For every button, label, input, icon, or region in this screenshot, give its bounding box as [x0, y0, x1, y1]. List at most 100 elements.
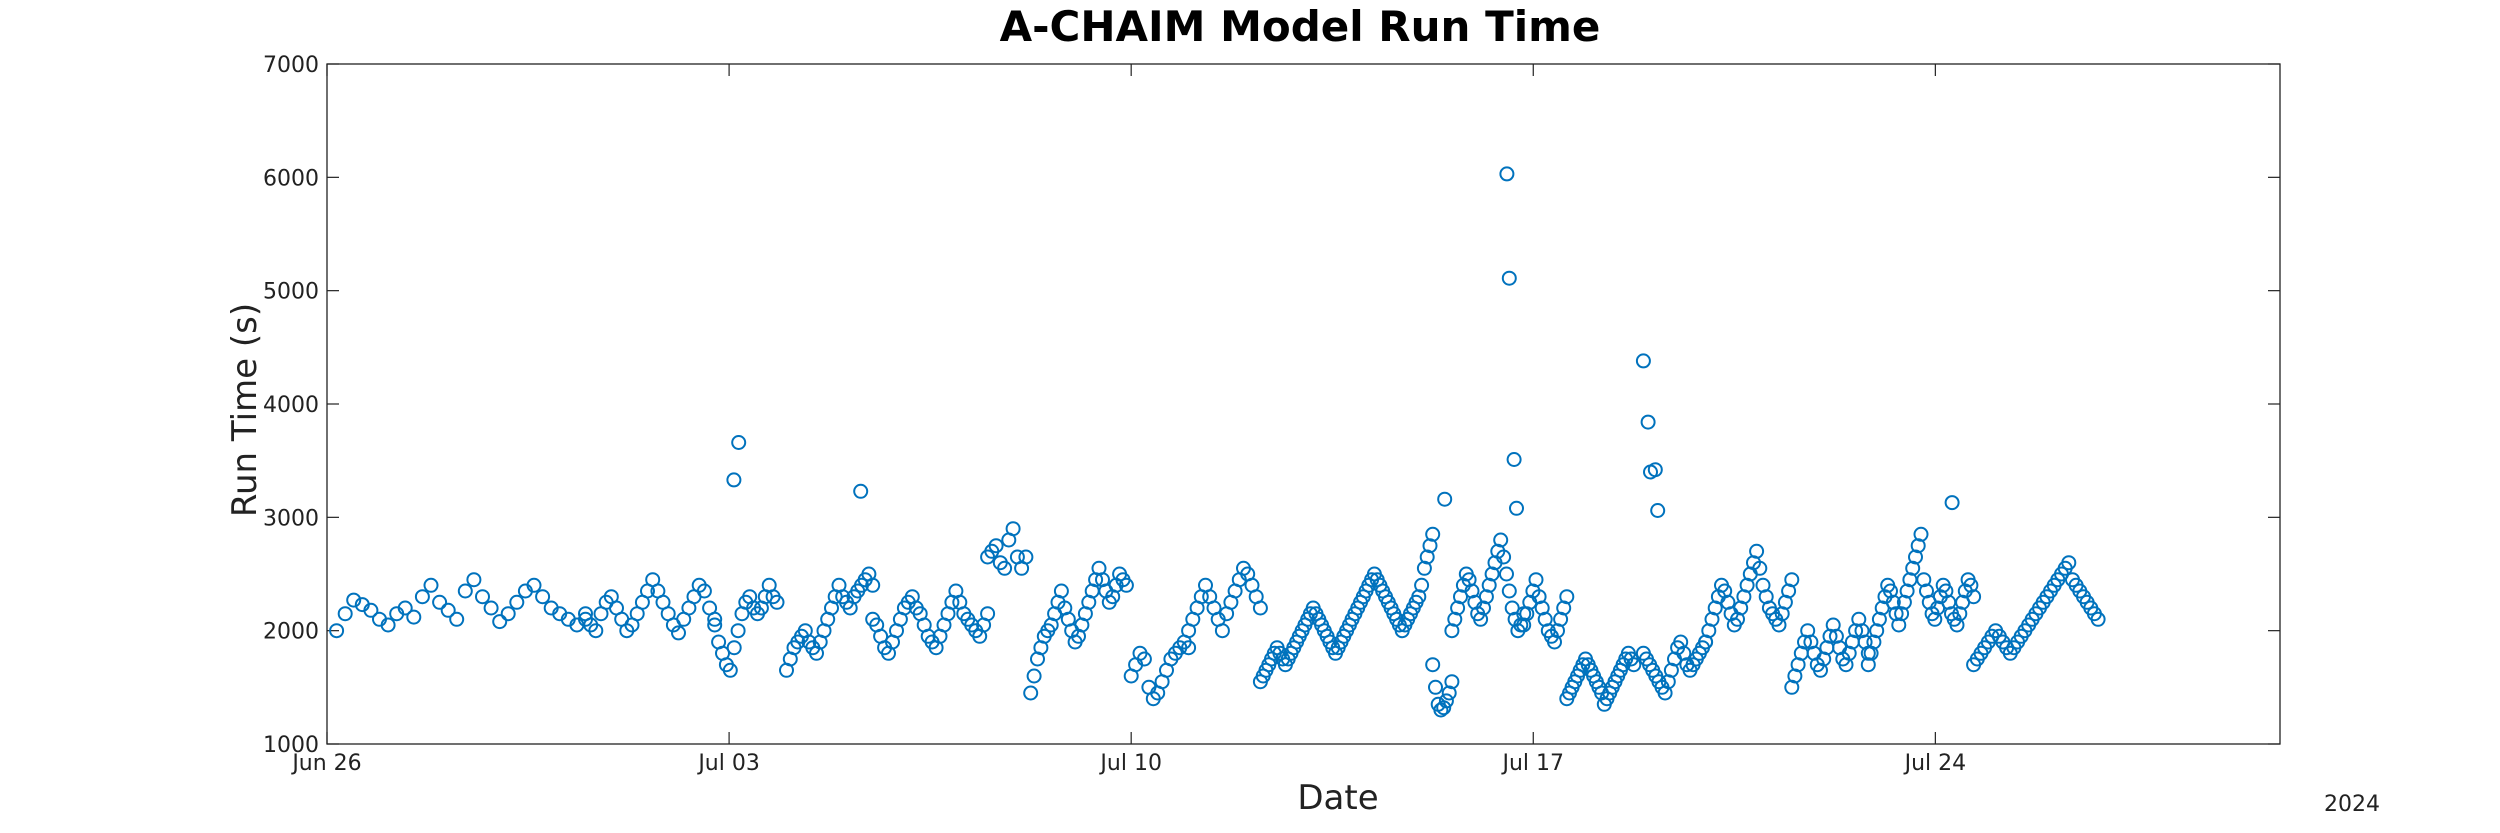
- data-point: [1944, 495, 1960, 511]
- data-point: [853, 483, 869, 499]
- data-point: [2090, 611, 2106, 627]
- data-point: [865, 577, 881, 593]
- x-axis: Jun 26 Jul 03 Jul 10 Jul 17 Jul 24: [290, 64, 1966, 776]
- data-point: [731, 435, 747, 450]
- data-point: [1214, 623, 1230, 639]
- data-point: [1499, 166, 1515, 182]
- data-point: [337, 606, 353, 622]
- data-point: [397, 600, 413, 616]
- data-point: [1916, 572, 1932, 588]
- data-point: [363, 602, 379, 618]
- data-point: [1528, 572, 1544, 588]
- data-point: [730, 623, 746, 639]
- data-point: [1501, 270, 1517, 286]
- data-point: [1438, 693, 1454, 709]
- x-tick-label: Jul 24: [1903, 751, 1967, 776]
- data-point: [449, 611, 465, 627]
- data-point: [509, 594, 525, 610]
- data-point: [1559, 589, 1575, 605]
- data-point: [707, 611, 723, 627]
- data-point: [1913, 526, 1929, 542]
- data-point: [1026, 668, 1042, 684]
- data-point: [1414, 577, 1430, 593]
- data-point: [588, 623, 604, 639]
- data-point: [671, 625, 686, 641]
- data-point: [726, 472, 742, 488]
- y-axis: 1000 2000 3000 4000 5000 6000 7000: [263, 53, 2280, 758]
- x-axis-label: Date: [1297, 778, 1379, 818]
- data-point: [1496, 549, 1512, 565]
- x-tick-label: Jul 03: [696, 751, 760, 776]
- data-point: [1118, 577, 1134, 593]
- y-tick-label: 4000: [263, 393, 319, 418]
- data-point: [1888, 606, 1904, 622]
- data-point: [1509, 500, 1524, 516]
- data-point: [722, 662, 738, 678]
- y-tick-label: 6000: [263, 166, 319, 191]
- data-point: [492, 614, 508, 630]
- data-point: [1053, 583, 1069, 599]
- chart-title: A-CHAIM Model Run Time: [999, 2, 1601, 51]
- data-point: [1752, 560, 1768, 576]
- data-point: [1425, 526, 1441, 542]
- data-point: [329, 623, 345, 639]
- data-point: [1436, 700, 1452, 716]
- data-point: [1493, 532, 1509, 548]
- y-tick-label: 7000: [263, 53, 319, 78]
- data-point: [1252, 600, 1268, 616]
- data-point: [1784, 572, 1800, 588]
- data-point: [696, 583, 712, 599]
- x-tick-label: Jul 17: [1500, 751, 1564, 776]
- data-point: [466, 572, 482, 588]
- data-point: [1647, 462, 1663, 478]
- data-point: [526, 577, 542, 593]
- data-point: [1444, 674, 1460, 690]
- data-point: [1966, 589, 1982, 605]
- data-point: [1896, 594, 1912, 610]
- y-tick-label: 3000: [263, 506, 319, 531]
- data-point: [406, 609, 422, 625]
- data-point: [483, 600, 499, 616]
- data-point: [1425, 657, 1441, 673]
- data-point: [414, 589, 430, 605]
- data-point: [475, 589, 490, 605]
- data-point: [1506, 452, 1522, 467]
- data-point: [1437, 491, 1453, 507]
- data-point: [997, 560, 1013, 576]
- data-point: [707, 617, 723, 633]
- y-tick-label: 1000: [263, 733, 319, 758]
- y-tick-label: 5000: [263, 280, 319, 305]
- x-axis-year-label: 2024: [2324, 792, 2380, 817]
- data-point: [988, 538, 1004, 554]
- data-point: [1749, 543, 1765, 559]
- data-point: [1501, 583, 1517, 599]
- data-point: [1023, 685, 1039, 701]
- data-point: [1181, 640, 1197, 656]
- data-point: [2061, 555, 2077, 571]
- data-point: [726, 640, 742, 656]
- data-point: [769, 594, 785, 610]
- x-tick-label: Jul 10: [1098, 751, 1162, 776]
- data-point: [432, 594, 448, 610]
- data-points: [329, 166, 2106, 718]
- data-point: [1441, 685, 1457, 701]
- data-point: [1626, 657, 1642, 673]
- data-point: [1635, 353, 1651, 369]
- data-point: [380, 617, 396, 633]
- data-point: [500, 606, 516, 622]
- x-tick-label: Jun 26: [290, 751, 361, 776]
- data-point: [1005, 521, 1021, 537]
- data-point: [1428, 679, 1443, 695]
- data-point: [423, 577, 439, 593]
- data-point: [346, 592, 362, 608]
- data-point: [1908, 549, 1923, 565]
- data-point: [1640, 414, 1656, 430]
- data-point: [1499, 566, 1514, 582]
- data-point: [440, 602, 456, 618]
- data-point: [457, 583, 473, 599]
- data-point: [1136, 651, 1152, 667]
- data-point: [1650, 503, 1666, 518]
- data-point: [1018, 549, 1034, 565]
- data-point: [535, 589, 551, 605]
